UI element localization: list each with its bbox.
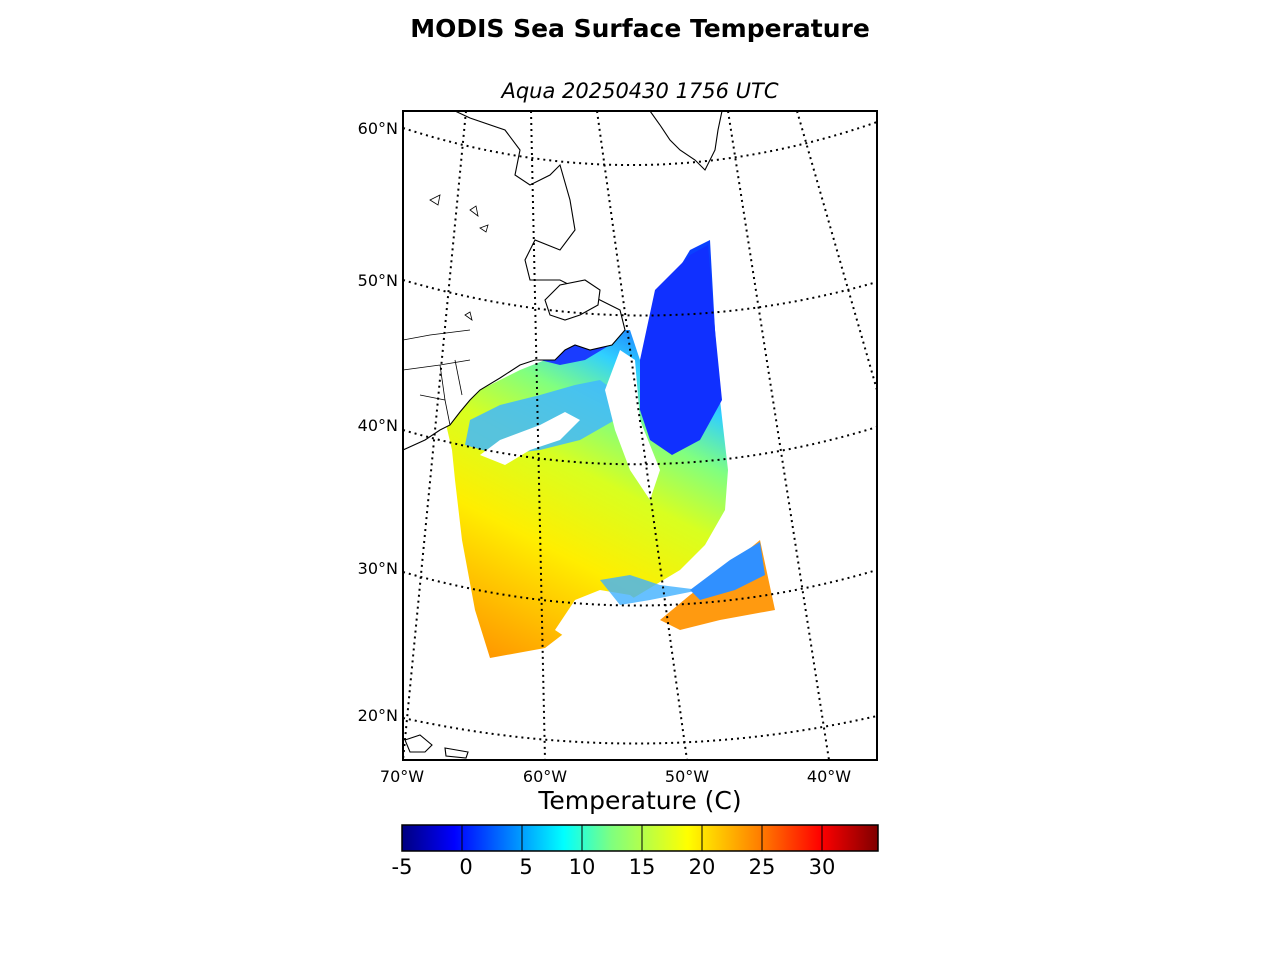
caribbean-island-2 — [444, 747, 469, 759]
colorbar-tick-label: 20 — [688, 855, 716, 879]
state-borders — [403, 329, 471, 426]
colorbar-title: Temperature (C) — [538, 786, 742, 815]
colorbar-tick-label: 30 — [808, 855, 836, 879]
colorbar — [401, 824, 879, 852]
lat-label-50n: 50°N — [357, 271, 398, 290]
greenland-land — [649, 111, 723, 171]
map-title: MODIS Sea Surface Temperature — [410, 14, 870, 43]
lon-label-50w: 50°W — [664, 767, 710, 786]
graticule-meridians — [403, 111, 877, 760]
colorbar-tick-label: 25 — [748, 855, 776, 879]
colorbar-tick-label: 15 — [628, 855, 656, 879]
lon-label-60w: 60°W — [522, 767, 568, 786]
caribbean-island — [404, 734, 433, 753]
colorbar-tick-label: 5 — [519, 855, 533, 879]
map-frame — [402, 110, 878, 761]
lon-label-70w: 70°W — [379, 767, 425, 786]
map-subtitle: Aqua 20250430 1756 UTC — [501, 79, 779, 103]
lat-label-30n: 30°N — [357, 559, 398, 578]
lat-label-20n: 20°N — [357, 706, 398, 725]
colorbar-tick-label: -5 — [391, 855, 413, 879]
colorbar-tick-label: 0 — [459, 855, 473, 879]
colorbar-tick-label: 10 — [568, 855, 596, 879]
cloud-gap-1 — [480, 412, 580, 465]
graticule-parallels — [403, 121, 877, 745]
lat-label-40n: 40°N — [357, 416, 398, 435]
cold-water-offshore — [640, 245, 722, 455]
newfoundland-land — [544, 279, 601, 321]
lat-label-60n: 60°N — [357, 119, 398, 138]
lon-label-40w: 40°W — [806, 767, 852, 786]
colorbar-ticks — [461, 825, 823, 851]
